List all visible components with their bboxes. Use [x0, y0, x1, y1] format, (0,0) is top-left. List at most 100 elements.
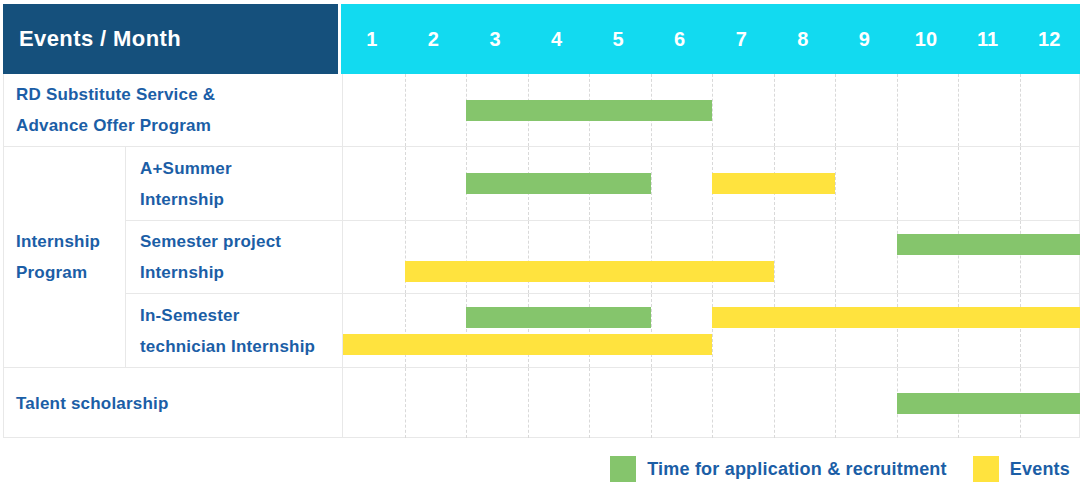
chart-row	[342, 74, 1080, 147]
month-gridline	[589, 368, 590, 438]
month-gridline	[651, 294, 652, 367]
row-label: RD Substitute Service &Advance Offer Pro…	[4, 74, 342, 147]
row-sublabel: A+SummerInternship	[125, 147, 342, 221]
label-line: Advance Offer Program	[16, 110, 342, 141]
legend-label: Time for application & recruitment	[647, 459, 947, 480]
month-gridline	[835, 221, 836, 293]
application-swatch-icon	[610, 456, 636, 482]
month-label-5: 5	[587, 4, 649, 74]
month-gridline	[651, 147, 652, 220]
label-text: In-Semestertechnician Internship	[140, 300, 342, 362]
month-gridline	[466, 221, 467, 293]
month-label-8: 8	[772, 4, 834, 74]
month-gridline	[835, 74, 836, 146]
month-gridline	[1020, 147, 1021, 220]
event-bar	[712, 307, 1080, 328]
label-line: Talent scholarship	[16, 388, 342, 419]
legend-item-application: Time for application & recruitment	[610, 456, 947, 482]
label-line: Program	[16, 257, 125, 288]
month-label-11: 11	[957, 4, 1019, 74]
legend-item-event: Events	[973, 456, 1070, 482]
month-gridline	[897, 294, 898, 367]
month-gridline	[589, 294, 590, 367]
label-text: A+SummerInternship	[140, 153, 342, 215]
month-gridline	[958, 147, 959, 220]
month-gridline	[466, 368, 467, 438]
chart-row	[342, 368, 1080, 438]
month-label-10: 10	[895, 4, 957, 74]
month-label-3: 3	[464, 4, 526, 74]
month-label-4: 4	[526, 4, 588, 74]
month-label-1: 1	[341, 4, 403, 74]
month-gridline	[835, 147, 836, 220]
month-gridline	[712, 74, 713, 146]
table-header: Events / Month 123456789101112	[3, 4, 1080, 74]
month-gridline	[528, 294, 529, 367]
month-gridline	[528, 221, 529, 293]
application-bar	[897, 234, 1080, 255]
label-text: Talent scholarship	[16, 388, 342, 419]
month-gridline	[405, 368, 406, 438]
month-gridline	[958, 221, 959, 293]
month-gridline	[897, 147, 898, 220]
month-gridline	[958, 74, 959, 146]
events-month-header-cell: Events / Month	[3, 4, 338, 74]
event-bar	[343, 334, 712, 355]
month-gridline	[528, 368, 529, 438]
application-bar	[466, 173, 651, 194]
month-gridline	[651, 221, 652, 293]
month-gridline	[774, 294, 775, 367]
month-gridline	[897, 221, 898, 293]
label-text: InternshipProgram	[16, 226, 125, 288]
application-bar	[466, 100, 712, 121]
month-label-7: 7	[710, 4, 772, 74]
event-swatch-icon	[973, 456, 999, 482]
month-gridline	[712, 294, 713, 367]
month-gridline	[1020, 294, 1021, 367]
label-line: Internship	[16, 226, 125, 257]
chart-row	[342, 294, 1080, 368]
month-gridline	[405, 221, 406, 293]
event-bar	[712, 173, 835, 194]
legend: Time for application & recruitment Events	[610, 453, 1070, 485]
row-label: Talent scholarship	[4, 368, 342, 438]
month-gridline	[589, 221, 590, 293]
month-label-9: 9	[834, 4, 896, 74]
month-gridline	[958, 294, 959, 367]
month-gridline	[405, 74, 406, 146]
month-gridline	[1020, 74, 1021, 146]
table-body: RD Substitute Service &Advance Offer Pro…	[3, 74, 1080, 438]
label-line: Semester project	[140, 226, 342, 257]
chart-row	[342, 221, 1080, 294]
month-label-12: 12	[1018, 4, 1080, 74]
gantt-chart-page: Events / Month 123456789101112 RD Substi…	[0, 0, 1080, 494]
label-line: A+Summer	[140, 153, 342, 184]
month-gridline	[835, 294, 836, 367]
month-gridline	[405, 147, 406, 220]
month-gridline	[712, 221, 713, 293]
legend-label: Events	[1010, 459, 1070, 480]
label-text: RD Substitute Service &Advance Offer Pro…	[16, 79, 342, 141]
row-sublabel: In-Semestertechnician Internship	[125, 294, 342, 368]
month-gridline	[897, 74, 898, 146]
month-header-cells: 123456789101112	[341, 4, 1080, 74]
label-line: technician Internship	[140, 331, 342, 362]
month-label-6: 6	[649, 4, 711, 74]
month-gridline	[712, 368, 713, 438]
month-label-2: 2	[403, 4, 465, 74]
month-gridline	[774, 368, 775, 438]
application-bar	[466, 307, 651, 328]
month-gridline	[774, 221, 775, 293]
label-line: Internship	[140, 184, 342, 215]
label-line: Internship	[140, 257, 342, 288]
label-text: Semester projectInternship	[140, 226, 342, 288]
row-sublabel: Semester projectInternship	[125, 221, 342, 294]
application-bar	[897, 393, 1080, 414]
month-gridline	[1020, 221, 1021, 293]
row-group-label: InternshipProgram	[4, 147, 125, 368]
month-gridline	[466, 294, 467, 367]
month-gridline	[774, 74, 775, 146]
month-gridline	[405, 294, 406, 367]
label-line: In-Semester	[140, 300, 342, 331]
month-gridline	[835, 368, 836, 438]
